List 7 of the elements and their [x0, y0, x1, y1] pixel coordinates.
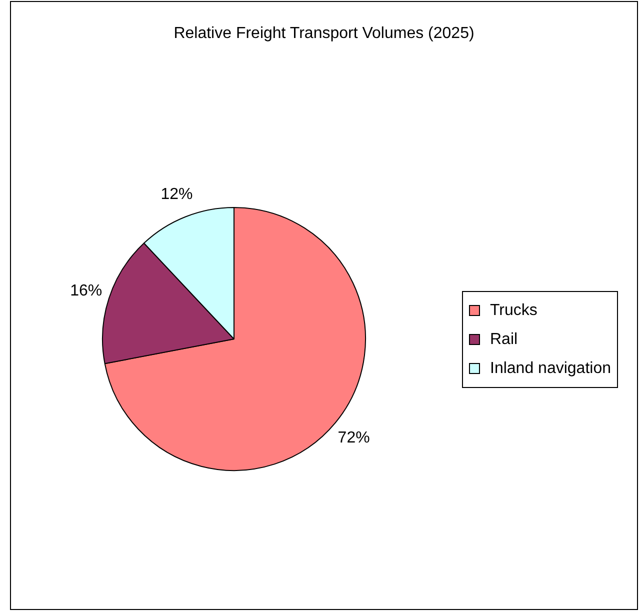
- data-label: 16%: [70, 282, 102, 300]
- legend-label: Inland navigation: [490, 360, 611, 378]
- chart-title: Relative Freight Transport Volumes (2025): [172, 25, 476, 43]
- legend-label: Rail: [490, 330, 518, 348]
- legend-label: Trucks: [490, 302, 538, 320]
- data-label: 12%: [160, 186, 193, 203]
- data-label: 72%: [338, 430, 370, 447]
